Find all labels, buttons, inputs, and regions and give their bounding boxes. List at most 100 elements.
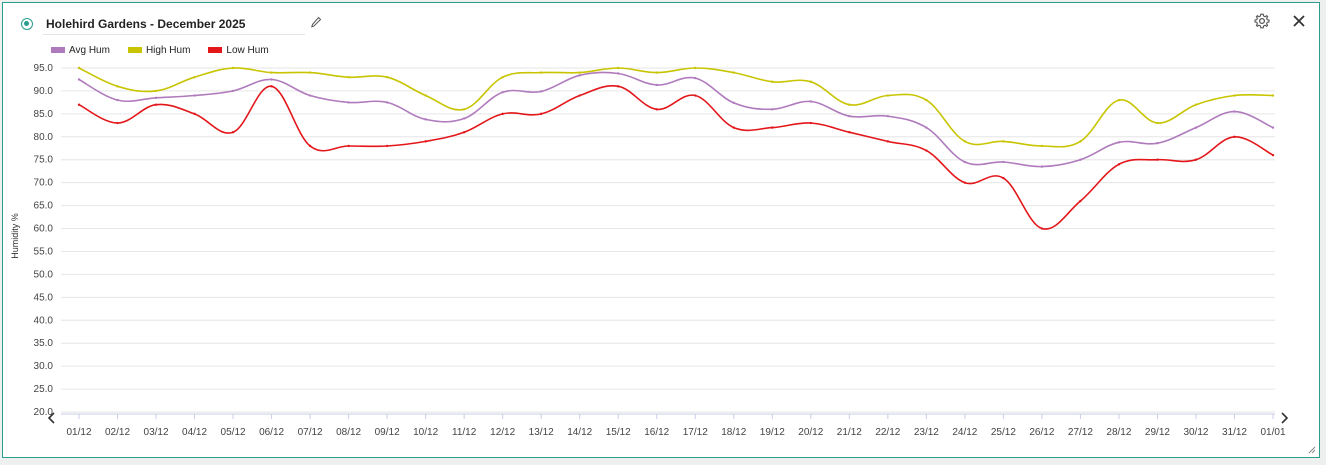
data-point[interactable] <box>231 66 235 70</box>
data-point[interactable] <box>1271 126 1275 129</box>
data-point[interactable] <box>578 94 581 97</box>
data-point[interactable] <box>617 72 620 75</box>
data-point[interactable] <box>1040 227 1044 230</box>
data-point[interactable] <box>424 94 427 97</box>
data-point[interactable] <box>578 71 581 74</box>
data-point[interactable] <box>694 94 697 97</box>
data-point[interactable] <box>308 144 312 148</box>
data-point[interactable] <box>308 71 312 74</box>
data-point[interactable] <box>1117 163 1121 166</box>
data-point[interactable] <box>848 114 851 118</box>
data-point[interactable] <box>424 140 427 143</box>
legend-item-high-hum[interactable]: High Hum <box>127 43 190 57</box>
data-point[interactable] <box>655 71 658 74</box>
data-point[interactable] <box>694 66 697 70</box>
data-point[interactable] <box>539 90 543 93</box>
data-point[interactable] <box>231 89 235 93</box>
data-point[interactable] <box>617 85 620 88</box>
data-point[interactable] <box>963 181 967 184</box>
series-line-avg-hum[interactable] <box>78 71 1274 168</box>
data-point[interactable] <box>1156 142 1159 145</box>
data-point[interactable] <box>809 80 813 83</box>
data-point[interactable] <box>886 140 890 143</box>
title-field[interactable]: Holehird Gardens - December 2025 <box>43 14 305 35</box>
series-line-low-hum[interactable] <box>78 85 1274 230</box>
data-point[interactable] <box>886 114 890 118</box>
legend-item-avg-hum[interactable]: Avg Hum <box>51 43 110 57</box>
data-point[interactable] <box>771 126 774 129</box>
data-point[interactable] <box>193 112 196 116</box>
data-point[interactable] <box>1233 135 1236 138</box>
data-point[interactable] <box>732 71 735 74</box>
data-point[interactable] <box>578 74 581 77</box>
data-point[interactable] <box>424 118 427 121</box>
data-point[interactable] <box>1194 158 1198 161</box>
status-indicator-icon[interactable] <box>21 18 33 30</box>
data-point[interactable] <box>77 66 81 70</box>
data-point[interactable] <box>116 85 119 88</box>
data-point[interactable] <box>1002 176 1005 180</box>
chevron-right-icon[interactable] <box>1281 412 1289 424</box>
data-point[interactable] <box>154 89 158 93</box>
data-point[interactable] <box>925 149 928 152</box>
data-point[interactable] <box>617 66 620 70</box>
data-point[interactable] <box>77 78 81 81</box>
data-point[interactable] <box>385 75 389 79</box>
data-point[interactable] <box>1117 141 1121 144</box>
data-point[interactable] <box>771 108 774 111</box>
data-point[interactable] <box>1117 98 1121 102</box>
data-point[interactable] <box>1156 121 1159 125</box>
data-point[interactable] <box>1233 110 1236 113</box>
gear-icon[interactable] <box>1254 13 1270 29</box>
close-icon[interactable] <box>1292 14 1306 28</box>
data-point[interactable] <box>809 121 813 125</box>
data-point[interactable] <box>655 108 658 111</box>
data-point[interactable] <box>848 103 851 106</box>
data-point[interactable] <box>1040 144 1044 148</box>
data-point[interactable] <box>501 112 504 116</box>
data-point[interactable] <box>347 101 350 104</box>
data-point[interactable] <box>270 85 273 88</box>
data-point[interactable] <box>886 94 890 97</box>
data-point[interactable] <box>116 121 119 125</box>
data-point[interactable] <box>193 75 196 79</box>
data-point[interactable] <box>501 75 504 79</box>
data-point[interactable] <box>1194 126 1198 129</box>
data-point[interactable] <box>154 103 158 106</box>
data-point[interactable] <box>462 108 466 111</box>
legend-item-low-hum[interactable]: Low Hum <box>208 43 269 57</box>
pencil-icon[interactable] <box>310 16 322 30</box>
data-point[interactable] <box>925 126 928 129</box>
data-point[interactable] <box>963 140 967 143</box>
data-point[interactable] <box>347 144 350 148</box>
data-point[interactable] <box>462 131 466 134</box>
data-point[interactable] <box>77 103 81 106</box>
data-point[interactable] <box>270 71 273 74</box>
data-point[interactable] <box>462 117 466 120</box>
data-point[interactable] <box>1002 140 1005 143</box>
data-point[interactable] <box>539 112 543 116</box>
data-point[interactable] <box>694 76 697 80</box>
data-point[interactable] <box>1079 199 1082 203</box>
data-point[interactable] <box>1271 153 1275 157</box>
data-point[interactable] <box>154 96 158 100</box>
data-point[interactable] <box>732 126 735 129</box>
data-point[interactable] <box>308 94 312 97</box>
data-point[interactable] <box>732 101 735 105</box>
data-point[interactable] <box>1079 158 1082 161</box>
data-point[interactable] <box>501 91 504 94</box>
resize-handle-icon[interactable] <box>1308 446 1316 454</box>
data-point[interactable] <box>1233 94 1236 97</box>
data-point[interactable] <box>1002 160 1005 164</box>
data-point[interactable] <box>116 98 119 102</box>
data-point[interactable] <box>963 160 967 164</box>
series-line-high-hum[interactable] <box>78 67 1274 148</box>
data-point[interactable] <box>1040 165 1044 168</box>
data-point[interactable] <box>925 98 928 102</box>
data-point[interactable] <box>347 75 350 79</box>
data-point[interactable] <box>193 94 196 97</box>
data-point[interactable] <box>231 131 235 134</box>
data-point[interactable] <box>270 78 273 81</box>
data-point[interactable] <box>539 71 543 74</box>
data-point[interactable] <box>1271 94 1275 97</box>
